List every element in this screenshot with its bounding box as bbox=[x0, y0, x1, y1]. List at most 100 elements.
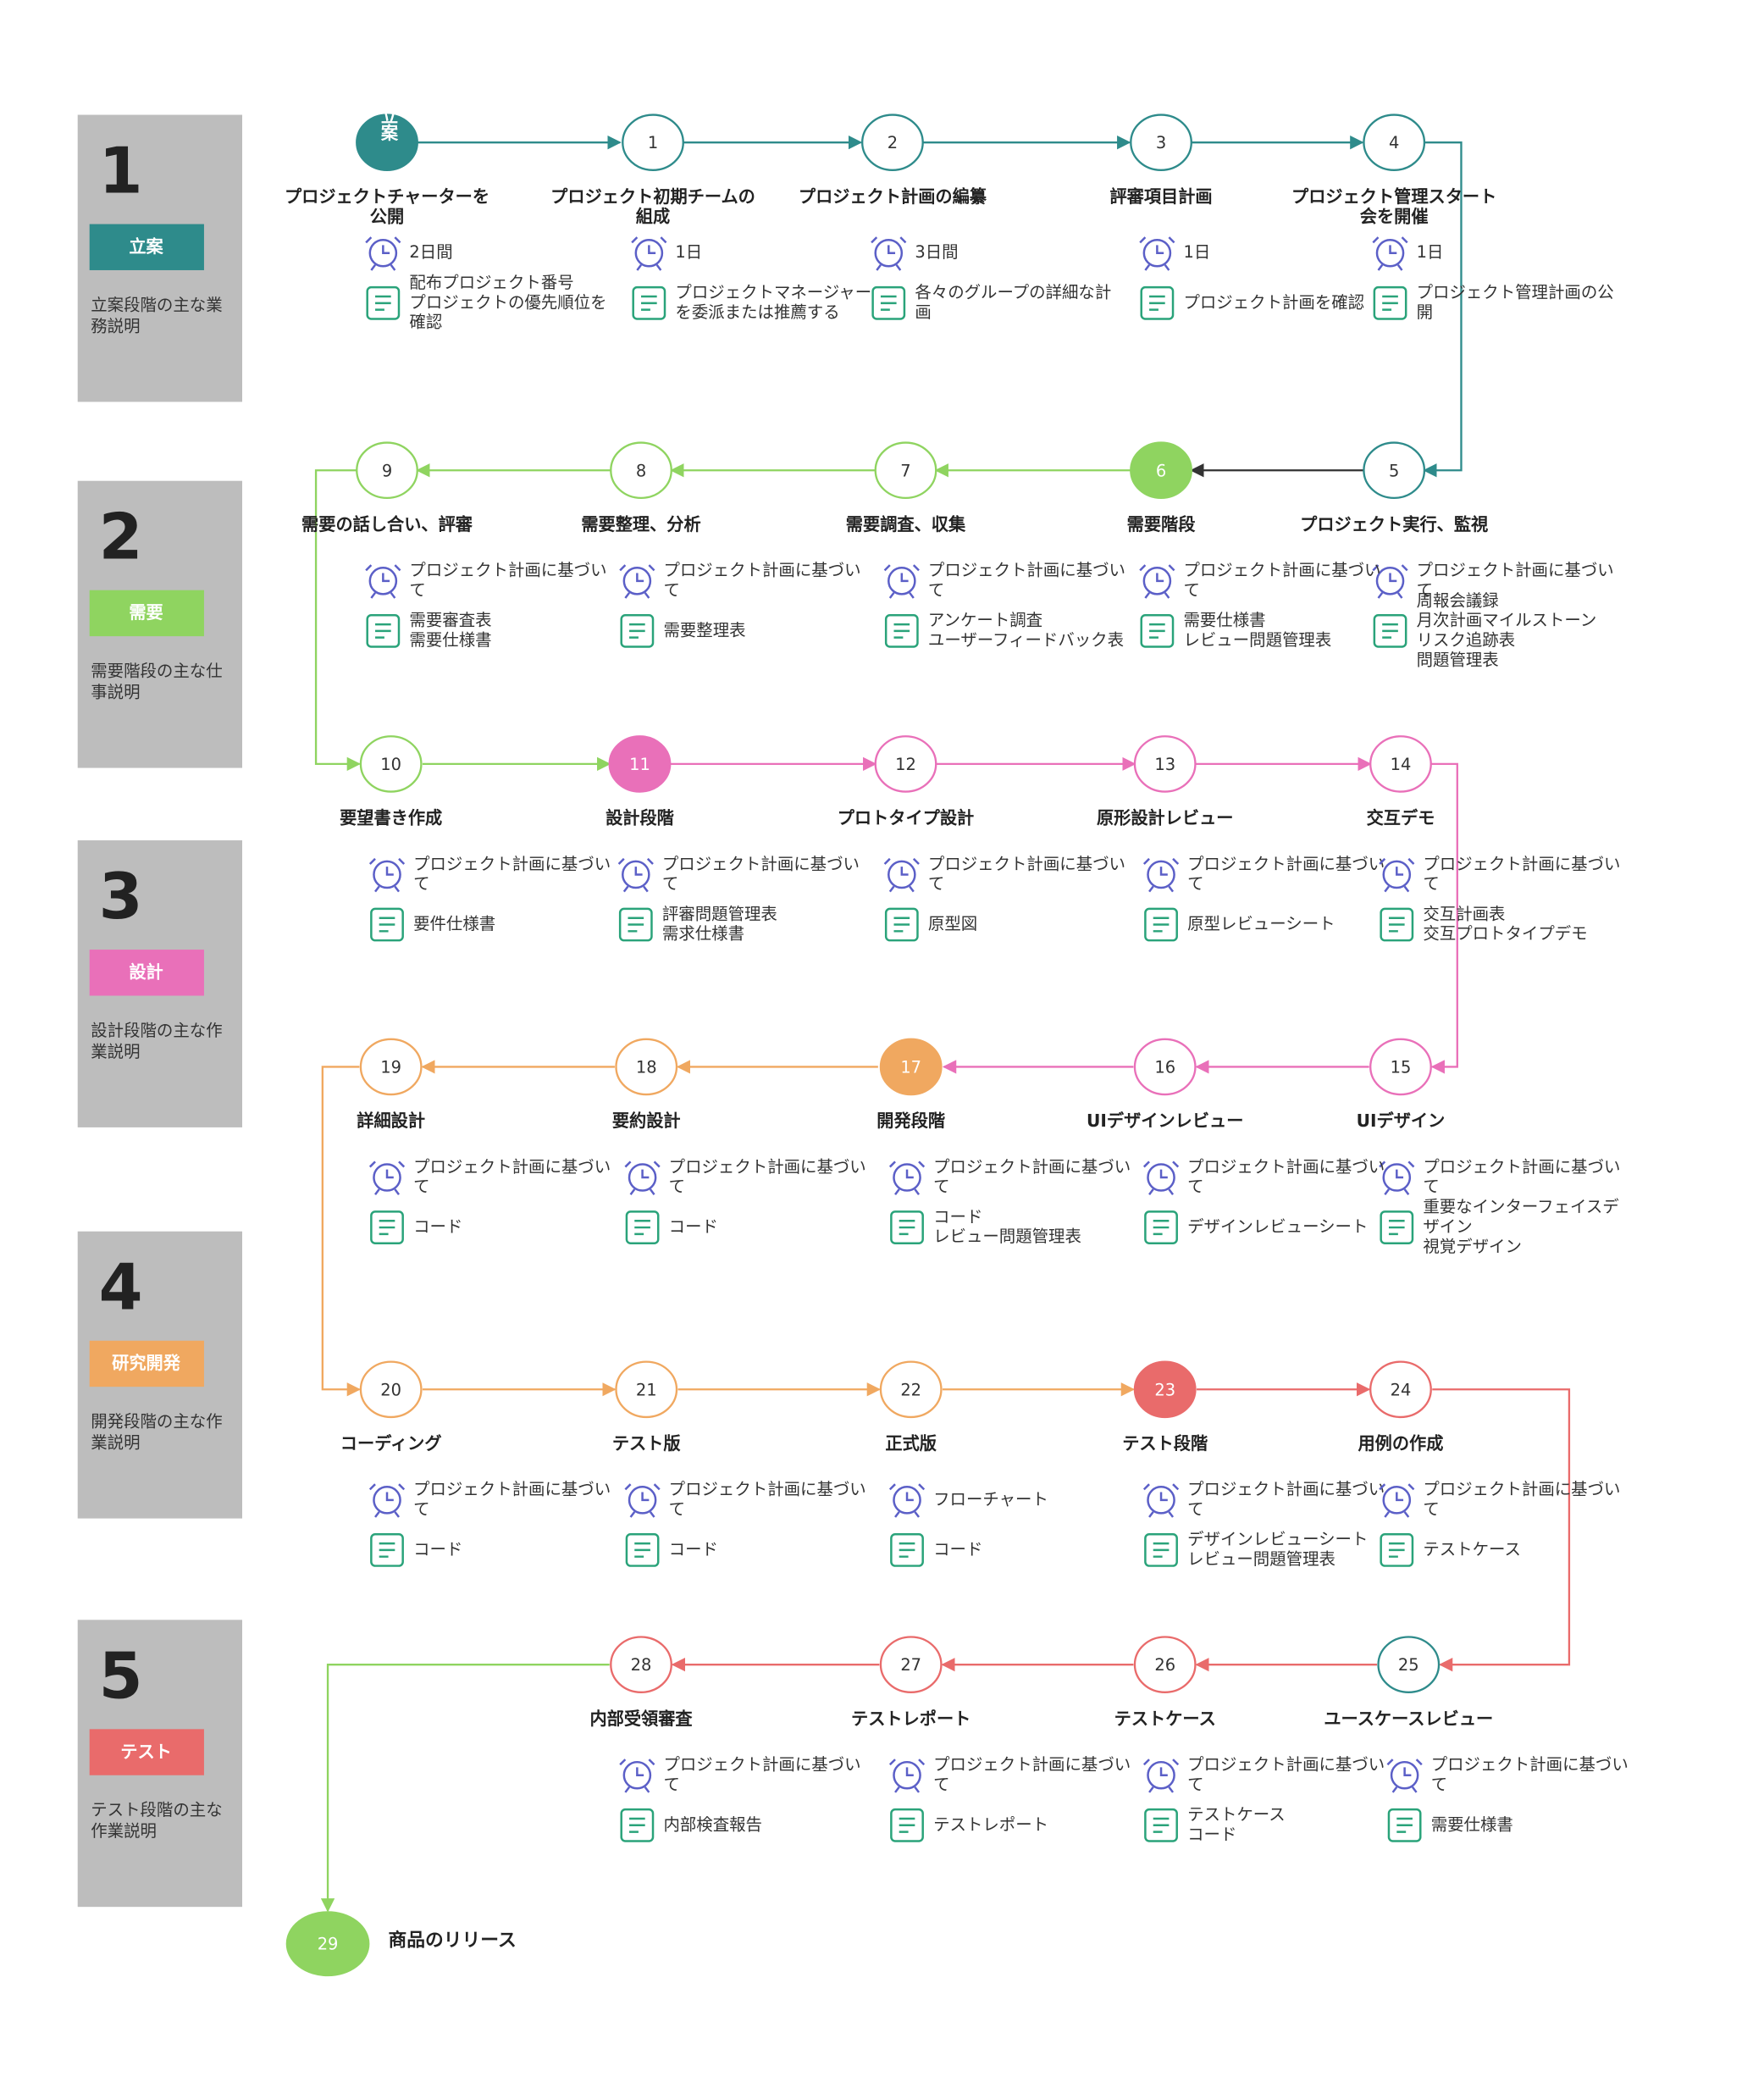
document-frame bbox=[1373, 613, 1407, 648]
node-title: UIデザインレビュー bbox=[1087, 1111, 1243, 1131]
clock-face bbox=[634, 238, 664, 268]
node-label: 8 bbox=[636, 461, 646, 480]
document-icon bbox=[884, 613, 919, 648]
phase-number: 5 bbox=[99, 1639, 143, 1713]
node-deliverable: コード bbox=[933, 1207, 982, 1227]
clock-icon bbox=[617, 857, 654, 893]
node-duration: プロジェクト計画に基づい bbox=[1423, 1157, 1620, 1177]
node-duration: プロジェクト計画に基づい bbox=[928, 561, 1125, 580]
node-label: 19 bbox=[380, 1057, 401, 1077]
node-deliverable: レビュー問題管理表 bbox=[933, 1227, 1081, 1246]
clock-face bbox=[628, 1486, 657, 1515]
step-node bbox=[1377, 1636, 1441, 1693]
node-duration: て bbox=[662, 874, 678, 894]
node-deliverable: 原型レビューシート bbox=[1187, 914, 1335, 933]
node-title: 会を開催 bbox=[1360, 206, 1429, 226]
phase-description: 立案段階の主な業 bbox=[91, 295, 222, 314]
document-lines bbox=[375, 295, 391, 311]
clock-face bbox=[1390, 1760, 1419, 1790]
node-deliverable: 交互プロトタイプデモ bbox=[1423, 924, 1587, 944]
node-title: 内部受領審査 bbox=[589, 1709, 693, 1729]
document-frame bbox=[1373, 285, 1407, 320]
document-icon bbox=[632, 285, 666, 320]
clock-hands bbox=[619, 1759, 655, 1793]
document-icon bbox=[370, 907, 404, 942]
node-deliverable: 内部検査報告 bbox=[663, 1814, 762, 1834]
clock-icon bbox=[619, 564, 655, 599]
clock-hands bbox=[368, 857, 406, 893]
node-deliverable: 需要仕様書 bbox=[1431, 1814, 1513, 1834]
step-node bbox=[879, 1636, 943, 1693]
node-title: 交互デモ bbox=[1367, 808, 1435, 828]
document-icon bbox=[890, 1210, 924, 1244]
node-duration: て bbox=[663, 580, 679, 600]
phase-number: 1 bbox=[99, 135, 143, 208]
clock-hands bbox=[617, 857, 654, 893]
node-duration: て bbox=[413, 1177, 429, 1196]
node-duration: プロジェクト計画に基づい bbox=[663, 1755, 860, 1775]
clock-face bbox=[622, 860, 650, 889]
document-lines bbox=[1153, 1817, 1170, 1833]
node-duration: て bbox=[1423, 1177, 1439, 1196]
phase-name: 設計 bbox=[129, 962, 163, 983]
clock-hands bbox=[871, 236, 907, 271]
document-icon bbox=[1380, 1210, 1414, 1244]
node-title: 需要調査、収集 bbox=[846, 514, 966, 534]
node-duration: て bbox=[933, 1775, 949, 1794]
document-lines bbox=[899, 1817, 915, 1833]
clock-face bbox=[888, 860, 916, 889]
step-node bbox=[285, 1911, 370, 1977]
node-duration: て bbox=[1187, 1177, 1203, 1196]
clock-face bbox=[1147, 860, 1175, 889]
document-frame bbox=[366, 285, 401, 320]
step-node bbox=[1133, 1360, 1197, 1419]
step-node bbox=[359, 1360, 423, 1419]
step-node bbox=[359, 1038, 423, 1096]
step-node bbox=[1133, 1038, 1197, 1096]
clock-face bbox=[373, 1486, 401, 1515]
clock-hands bbox=[883, 857, 920, 893]
document-lines bbox=[628, 917, 644, 933]
node-duration: プロジェクト計画に基づい bbox=[933, 1157, 1131, 1177]
step-node bbox=[1369, 1360, 1432, 1419]
node-deliverable: 確認 bbox=[409, 313, 442, 332]
document-lines bbox=[629, 623, 645, 639]
document-icon bbox=[370, 1533, 404, 1567]
node-duration: プロジェクト計画に基づい bbox=[663, 561, 860, 580]
clock-icon bbox=[1372, 236, 1408, 271]
document-frame bbox=[632, 285, 666, 320]
document-frame bbox=[890, 1808, 924, 1842]
clock-icon bbox=[624, 1483, 661, 1518]
document-lines bbox=[1153, 1542, 1170, 1558]
document-icon bbox=[890, 1533, 924, 1567]
step-node bbox=[879, 1360, 943, 1419]
node-deliverable: テストケース bbox=[1423, 1539, 1521, 1559]
clock-icon bbox=[883, 857, 920, 893]
clock-hands bbox=[1142, 1759, 1180, 1793]
node-title: テスト段階 bbox=[1122, 1433, 1208, 1454]
phase-description: 作業説明 bbox=[91, 1821, 157, 1841]
node-label: 14 bbox=[1391, 755, 1412, 774]
node-duration: て bbox=[669, 1499, 685, 1519]
node-duration: て bbox=[1187, 1499, 1203, 1519]
node-deliverable: テストレポート bbox=[933, 1814, 1048, 1834]
clock-hands bbox=[883, 564, 920, 599]
node-title: 要約設計 bbox=[612, 1111, 681, 1131]
clock-hands bbox=[1386, 1759, 1423, 1793]
node-label: 24 bbox=[1391, 1380, 1412, 1399]
node-title: 詳細設計 bbox=[357, 1111, 425, 1131]
document-frame bbox=[1140, 613, 1175, 648]
connector-arrow bbox=[320, 1663, 610, 1913]
document-lines bbox=[1388, 1542, 1405, 1558]
node-label: 27 bbox=[900, 1655, 921, 1675]
node-deliverable: 需要整理表 bbox=[663, 620, 745, 640]
node-title: 設計段階 bbox=[606, 808, 674, 828]
step-node bbox=[861, 114, 924, 171]
node-label: 20 bbox=[380, 1380, 401, 1399]
clock-icon bbox=[619, 1759, 655, 1793]
clock-icon bbox=[1142, 1160, 1180, 1195]
clock-face bbox=[622, 567, 652, 595]
clock-face bbox=[1382, 860, 1412, 889]
node-label: 7 bbox=[900, 461, 910, 480]
